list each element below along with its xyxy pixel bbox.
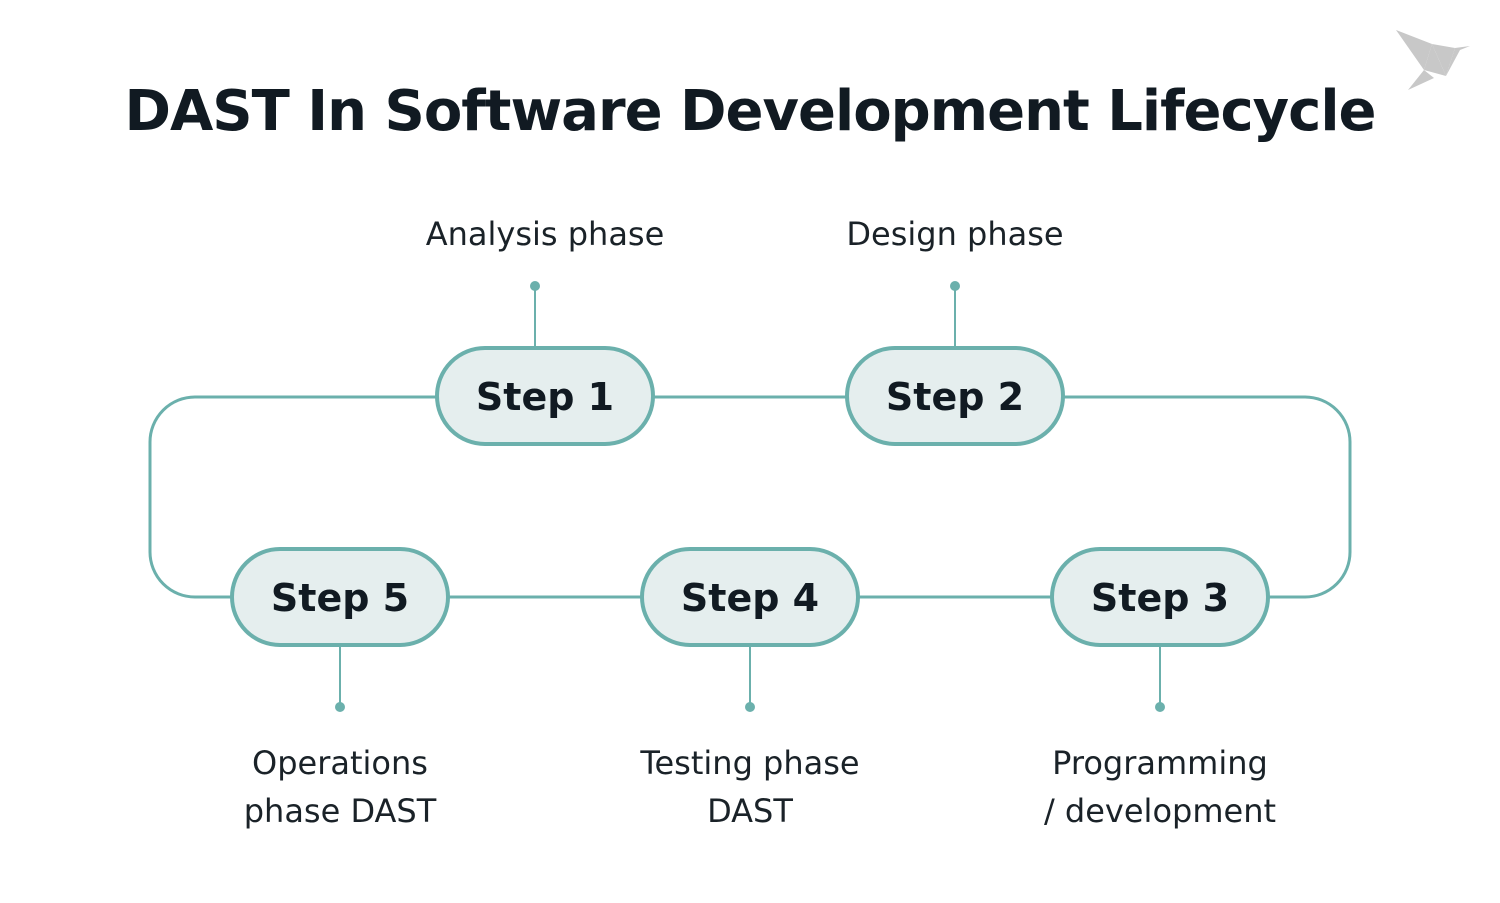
step-1-node: Step 1 — [435, 346, 655, 446]
step-4-label: Step 4 — [681, 576, 819, 620]
step-5-caption-line2: phase DAST — [244, 792, 437, 830]
step-2-node: Step 2 — [845, 346, 1065, 446]
step-3-caption-line2: / development — [1044, 792, 1276, 830]
step-3-caption-line1: Programming — [1052, 744, 1268, 782]
page-title: DAST In Software Development Lifecycle — [124, 79, 1375, 144]
step-2-label: Step 2 — [886, 375, 1024, 419]
step-4-node: Step 4 — [640, 547, 860, 647]
connector-step-3 — [1155, 645, 1165, 712]
step-4-caption-line2: DAST — [707, 792, 793, 830]
step-1-label: Step 1 — [476, 375, 614, 419]
connector-step-5 — [335, 645, 345, 712]
connector-step-2 — [950, 281, 960, 348]
step-3-label: Step 3 — [1091, 576, 1229, 620]
origami-bird-icon — [1396, 30, 1470, 90]
step-4-caption-line1: Testing phase — [639, 744, 859, 782]
step-5-label: Step 5 — [271, 576, 409, 620]
step-5-node: Step 5 — [230, 547, 450, 647]
step-3-node: Step 3 — [1050, 547, 1270, 647]
step-2-caption: Design phase — [846, 215, 1063, 253]
step-1-caption: Analysis phase — [426, 215, 665, 253]
connector-step-4 — [745, 645, 755, 712]
step-5-caption-line1: Operations — [252, 744, 428, 782]
connector-step-1 — [530, 281, 540, 348]
